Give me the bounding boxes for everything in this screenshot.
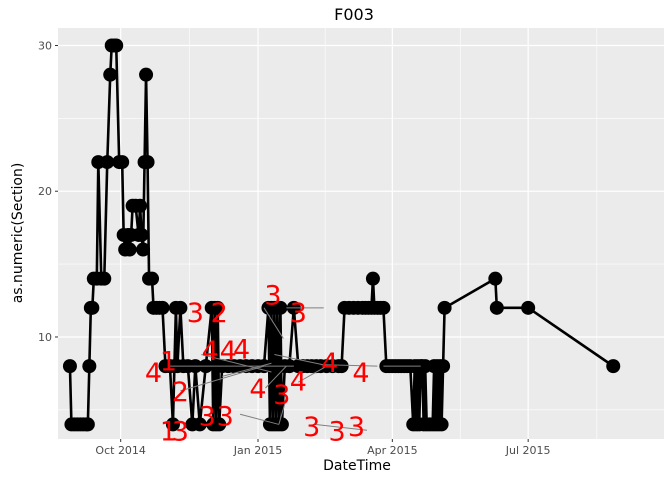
annotation-label: 3	[273, 380, 290, 411]
y-tick-label: 10	[38, 331, 52, 344]
y-tick-label: 30	[38, 39, 52, 52]
annotation-segment	[265, 365, 287, 389]
annotation-label: 1	[160, 416, 177, 447]
data-point	[122, 242, 137, 257]
data-point	[140, 155, 155, 170]
data-point	[212, 417, 227, 432]
annotation-label: 3	[303, 412, 320, 443]
annotation-label: 3	[290, 298, 307, 329]
data-point	[109, 38, 124, 53]
annotation-label: 4	[321, 348, 338, 379]
data-point	[210, 300, 225, 315]
chart-title: F003	[334, 5, 374, 24]
data-point	[136, 242, 151, 257]
annotation-label: 4	[249, 374, 266, 405]
data-point	[437, 300, 452, 315]
annotation-segment	[278, 398, 287, 425]
data-point	[100, 155, 115, 170]
annotation-segment	[201, 353, 272, 373]
data-point	[192, 417, 207, 432]
data-point	[376, 300, 391, 315]
data-point	[365, 271, 380, 286]
x-axis-title: DateTime	[323, 458, 391, 474]
data-point	[488, 271, 503, 286]
annotation-label: 4	[352, 358, 369, 389]
annotation-label: 3	[172, 416, 189, 447]
x-tick-label: Jan 2015	[233, 444, 282, 457]
annotation-label: 4	[290, 367, 307, 398]
data-point	[434, 417, 449, 432]
data-point	[133, 198, 148, 213]
data-point	[173, 300, 188, 315]
annotation-segment	[314, 423, 368, 431]
annotation-segment	[222, 362, 272, 377]
minor-gridlines	[58, 28, 664, 439]
data-point	[165, 417, 180, 432]
data-point	[274, 417, 289, 432]
data-point	[436, 359, 451, 374]
data-point	[334, 359, 349, 374]
data-point	[62, 359, 77, 374]
annotation-label: 3	[187, 298, 204, 329]
y-axis: 10 20 30	[38, 39, 58, 344]
data-point	[97, 271, 112, 286]
annotation-label: 4	[145, 358, 162, 389]
annotation-label: 2	[211, 298, 228, 329]
plot-panel	[58, 28, 664, 439]
annotation-label: 1	[160, 346, 177, 377]
annotation-segment	[263, 307, 284, 339]
annotation-label: 3	[264, 281, 281, 312]
annotation-segment	[320, 364, 378, 367]
annotation-label: 3	[217, 402, 234, 433]
y-axis-title: as.numeric(Section)	[10, 163, 26, 304]
data-point	[82, 359, 97, 374]
data-point	[489, 300, 504, 315]
annotation-segment	[180, 365, 265, 392]
data-point	[115, 155, 130, 170]
data-point	[85, 300, 100, 315]
annotation-label: 3	[199, 402, 216, 433]
annotation-lines	[168, 307, 421, 431]
data-point	[103, 67, 118, 82]
data-point	[521, 300, 536, 315]
x-tick-label: Jul 2015	[505, 444, 551, 457]
data-point	[139, 67, 154, 82]
data-point	[145, 271, 160, 286]
annotation-segment	[274, 353, 330, 367]
data-point	[80, 417, 95, 432]
annotation-label: 4	[220, 336, 237, 367]
x-tick-label: Oct 2014	[95, 444, 146, 457]
annotation-label: 4	[202, 336, 219, 367]
x-axis: Oct 2014 Jan 2015 Apr 2015 Jul 2015	[95, 439, 551, 457]
y-tick-label: 20	[38, 185, 52, 198]
annotation-segment	[239, 413, 280, 425]
x-tick-label: Apr 2015	[367, 444, 418, 457]
annotation-segment	[298, 365, 327, 383]
data-point	[606, 359, 621, 374]
annotation-label: 4	[233, 335, 250, 366]
data-point	[134, 227, 149, 242]
annotation-label: 3	[348, 412, 365, 443]
data-point	[273, 300, 288, 315]
annotation-label: 2	[172, 377, 189, 408]
data-point	[155, 300, 170, 315]
annotation-label: 3	[329, 416, 346, 447]
